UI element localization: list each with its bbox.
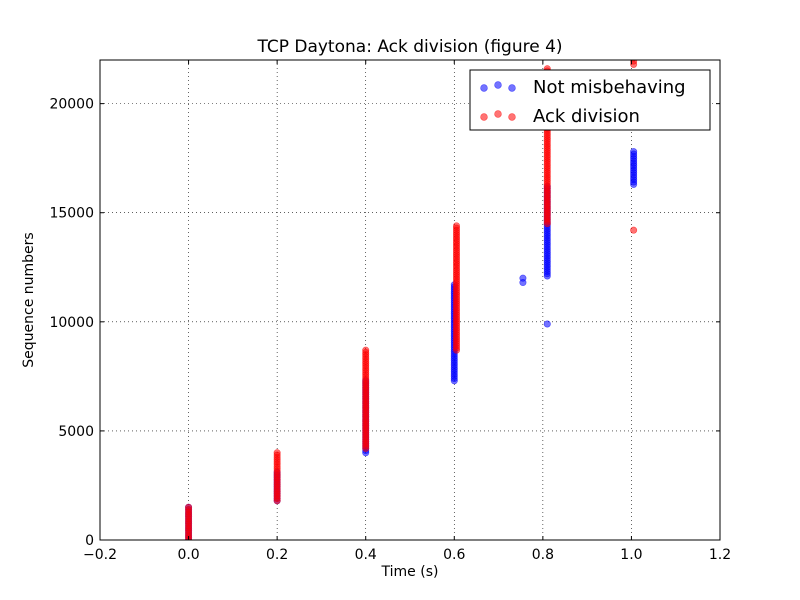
legend-label-not-misbehaving: Not misbehaving [533, 77, 686, 98]
data-point [630, 226, 638, 234]
x-tick-label: 0.2 [266, 547, 288, 563]
y-tick-label: 10000 [49, 315, 94, 331]
data-point [452, 222, 460, 230]
x-tick-label: 0.4 [355, 547, 377, 563]
legend-marker [494, 110, 502, 118]
x-tick-label: 0.8 [532, 547, 554, 563]
tick-labels: −0.2 0.0 0.2 0.4 0.6 0.8 1.0 1.2 0 5000 10000 15000… [49, 97, 731, 563]
x-tick-label: 1.0 [620, 547, 642, 563]
data-point [519, 274, 527, 282]
legend-markers [480, 81, 516, 121]
x-tick-label: 0.0 [177, 547, 199, 563]
legend-marker [508, 84, 516, 92]
legend-marker [508, 113, 516, 121]
legend-marker [494, 81, 502, 89]
y-tick-label: 5000 [58, 424, 94, 440]
x-tick-label: −0.2 [83, 547, 117, 563]
y-axis-label: Sequence numbers [21, 232, 37, 367]
legend-label-ack-division: Ack division [533, 106, 640, 127]
data-point [543, 320, 551, 328]
data-point [630, 148, 638, 156]
y-tick-label: 0 [85, 533, 94, 549]
x-tick-label: 1.2 [709, 547, 731, 563]
x-tick-label: 0.6 [443, 547, 465, 563]
y-tick-label: 15000 [49, 206, 94, 222]
chart-title: TCP Daytona: Ack division (figure 4) [256, 37, 562, 57]
x-axis-label: Time (s) [381, 564, 439, 580]
data-point [273, 449, 281, 457]
y-tick-label: 20000 [49, 97, 94, 113]
legend: Not misbehaving Ack division [469, 69, 711, 131]
plot-area [100, 60, 720, 540]
legend-marker [480, 113, 488, 121]
data-point [630, 60, 638, 65]
plot-frame [99, 59, 721, 541]
legend-marker [480, 84, 488, 92]
data-point [362, 346, 370, 354]
data-point [185, 503, 193, 511]
axis-ticks [99, 60, 721, 541]
